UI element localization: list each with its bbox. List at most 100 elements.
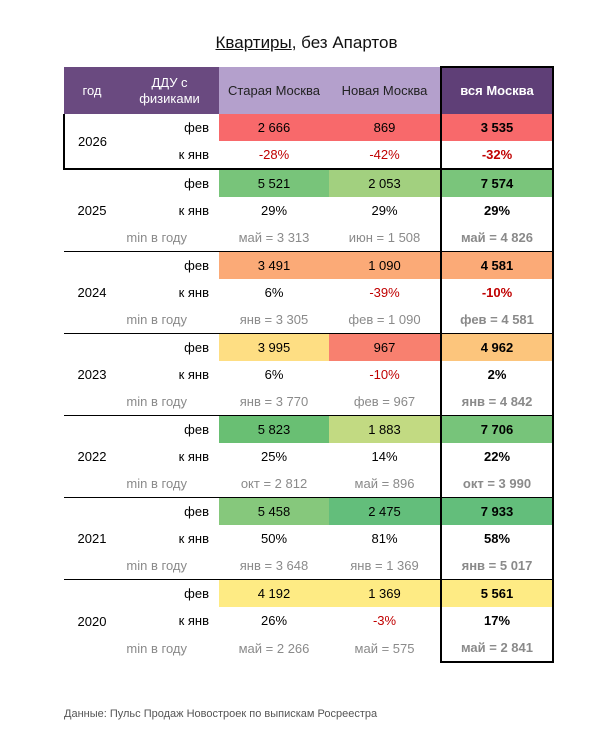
jan-row: к янв 6% -39% -10% [64, 279, 554, 306]
feb-new-value: 869 [329, 114, 441, 141]
feb-row: 2023 фев 3 995 967 4 962 [64, 333, 554, 416]
header-all-moscow: вся Москва [440, 66, 554, 114]
feb-old-value: 4 192 [219, 579, 329, 607]
feb-row: 2024 фев 3 491 1 090 4 581 [64, 251, 554, 334]
jan-all-value: -32% [440, 141, 554, 170]
jan-label: к янв [178, 285, 209, 300]
min-label: min в году [126, 558, 187, 573]
header-new-moscow: Новая Москва [329, 67, 441, 114]
feb-label: фев [120, 333, 219, 361]
year-cell: 2022 [64, 415, 120, 498]
feb-all-value: 3 535 [440, 114, 554, 141]
jan-label: к янв [120, 141, 219, 170]
feb-label: фев [184, 120, 209, 135]
feb-old-value: 5 823 [219, 415, 329, 443]
feb-old-value: 5 521 [219, 168, 329, 197]
min-row: min в году окт = 2 812 май = 896 окт = 3 99… [64, 470, 554, 498]
year-cell: 2021 [64, 497, 120, 580]
min-new-value: фев = 1 090 [348, 312, 421, 327]
min-old-value: янв = 3 770 [239, 394, 309, 409]
feb-old-value: 2 666 [219, 114, 329, 141]
jan-old-value: 50% [260, 531, 288, 546]
year-cell: 2023 [64, 333, 120, 416]
min-row: min в году янв = 3 770 фев = 967 янв = 4 84… [64, 388, 554, 416]
jan-label: к янв [178, 531, 209, 546]
feb-old-value: 3 491 [219, 251, 329, 279]
feb-all-value: 5 561 [440, 579, 554, 607]
source-note: Данные: Пульс Продаж Новостроек по выпис… [64, 708, 378, 720]
feb-all-value: 7 933 [440, 497, 554, 525]
feb-new-value: 967 [329, 333, 441, 361]
jan-label: к янв [178, 367, 209, 382]
min-row: min в году май = 3 313 июн = 1 508 май = 4 … [64, 224, 554, 252]
feb-all-value: 7 574 [440, 168, 554, 197]
jan-all-value: 29% [440, 197, 554, 224]
min-row: min в году янв = 3 305 фев = 1 090 фев = 4 … [64, 306, 554, 334]
feb-all-value: 4 581 [440, 251, 554, 279]
jan-old-value: 6% [264, 367, 284, 382]
min-old-value: янв = 3 648 [239, 558, 309, 573]
jan-new-value: -10% [369, 367, 400, 382]
feb-row: 2020 фев 4 192 1 369 5 561 [64, 579, 554, 662]
jan-row: к янв 29% 29% 29% [64, 197, 554, 224]
min-all-value: фев = 4 581 [440, 306, 554, 334]
min-label: min в году [126, 394, 187, 409]
title-rest: , без Апартов [291, 33, 398, 52]
min-all-value: янв = 4 842 [440, 388, 554, 416]
year-cell: 2020 [64, 579, 120, 662]
feb-new-value: 1 883 [329, 415, 441, 443]
jan-row: к янв 6% -10% 2% [64, 361, 554, 388]
page-title: Квартиры, без Апартов [0, 33, 613, 53]
year-cell: 2026 [63, 114, 120, 170]
jan-new-value: -42% [329, 141, 441, 170]
min-all-value: окт = 3 990 [440, 470, 554, 498]
min-label: min в году [126, 476, 187, 491]
feb-row: 2022 фев 5 823 1 883 7 706 [64, 415, 554, 498]
jan-row: к янв 50% 81% 58% [64, 525, 554, 552]
min-all-value: май = 2 841 [440, 634, 554, 663]
header-year: год [64, 67, 120, 114]
feb-new-value: 1 369 [329, 579, 441, 607]
feb-all-value: 4 962 [440, 333, 554, 361]
min-new-value: май = 575 [354, 640, 415, 656]
header-ddu: ДДУ с физиками [120, 67, 219, 114]
min-label: min в году [126, 230, 187, 245]
jan-label: к янв [178, 613, 209, 628]
min-new-value: май = 896 [354, 476, 415, 491]
feb-new-value: 1 090 [329, 251, 441, 279]
feb-label: фев [120, 497, 219, 525]
min-label: min в году [126, 312, 187, 327]
feb-old-value: 5 458 [219, 497, 329, 525]
jan-label: к янв [178, 203, 209, 218]
min-old-value: май = 3 313 [238, 230, 310, 245]
min-new-value: фев = 967 [353, 394, 416, 409]
jan-row: к янв 25% 14% 22% [64, 443, 554, 470]
feb-row: 2025 фев 5 521 2 053 7 574 [64, 168, 554, 252]
feb-old-value: 3 995 [219, 333, 329, 361]
title-main: Квартиры [215, 33, 292, 52]
year-cell: 2024 [64, 251, 120, 334]
jan-all-value: 22% [440, 443, 554, 470]
feb-new-value: 2 475 [329, 497, 441, 525]
feb-row: 2026 фев 2 666 869 3 535 [63, 114, 554, 170]
year-cell: 2025 [64, 168, 120, 252]
feb-new-value: 2 053 [329, 168, 441, 197]
jan-old-value: -28% [219, 141, 329, 170]
jan-old-value: 26% [260, 613, 288, 628]
sales-table: год ДДУ с физиками Старая Москва Новая М… [63, 66, 554, 663]
min-row: min в году янв = 3 648 янв = 1 369 янв = 5 … [64, 552, 554, 580]
jan-all-value: -10% [440, 279, 554, 306]
jan-new-value: 14% [371, 449, 398, 464]
min-new-value: июн = 1 508 [348, 230, 421, 245]
jan-new-value: 29% [371, 203, 398, 218]
jan-old-value: 6% [264, 285, 284, 300]
min-old-value: окт = 2 812 [240, 476, 308, 491]
jan-all-value: 2% [440, 361, 554, 388]
min-row: min в году май = 2 266 май = 575 май = 2 84… [64, 634, 554, 663]
jan-all-value: 58% [440, 525, 554, 552]
header-old-moscow: Старая Москва [219, 67, 329, 114]
min-label: min в году [126, 640, 187, 656]
min-all-value: май = 4 826 [440, 224, 554, 252]
feb-all-value: 7 706 [440, 415, 554, 443]
jan-new-value: -39% [369, 285, 400, 300]
